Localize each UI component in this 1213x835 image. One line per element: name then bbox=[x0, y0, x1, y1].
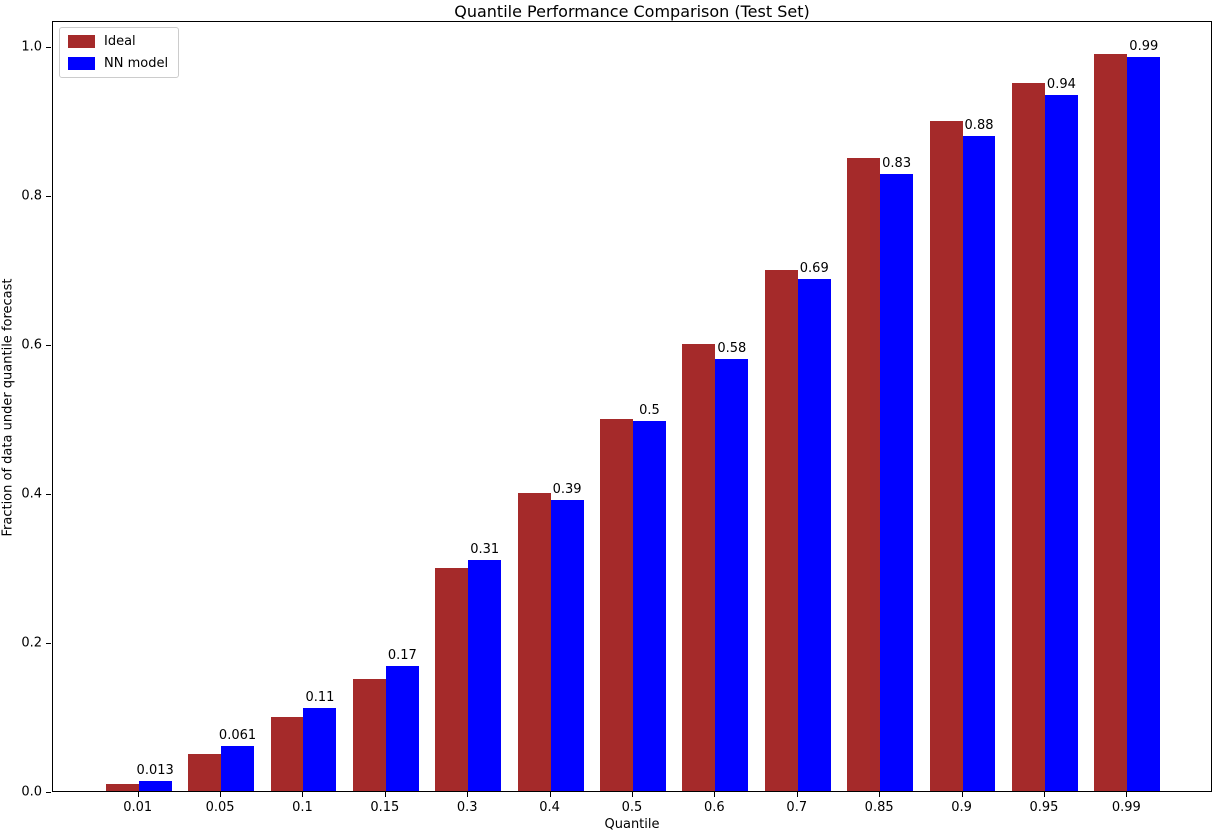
bar-ideal bbox=[435, 567, 469, 791]
bar-nn-model bbox=[962, 136, 996, 791]
bar-value-label: 0.31 bbox=[470, 542, 500, 558]
plot-area: Ideal NN model 0.013 0.061 0.11 0.17 0.31 0.3… bbox=[52, 21, 1212, 792]
x-tick-label: 0.85 bbox=[864, 800, 894, 815]
bar-value-label: 0.94 bbox=[1046, 76, 1076, 92]
y-tick-mark bbox=[46, 345, 51, 347]
legend: Ideal NN model bbox=[59, 27, 180, 78]
bar-nn-model bbox=[880, 174, 914, 791]
bar-value-label: 0.69 bbox=[799, 260, 829, 276]
bar-ideal bbox=[105, 783, 139, 791]
y-tick-mark bbox=[46, 494, 51, 496]
bar-value-label: 0.58 bbox=[717, 340, 747, 356]
y-tick-label: 0.4 bbox=[21, 486, 42, 502]
bar-value-label: 0.17 bbox=[387, 647, 417, 663]
x-tick-mark bbox=[549, 792, 551, 797]
bar-value-label: 0.39 bbox=[552, 482, 582, 498]
bar-ideal bbox=[188, 753, 222, 791]
legend-swatch-nn-model bbox=[68, 57, 95, 70]
x-tick-label: 0.05 bbox=[205, 800, 235, 815]
x-tick-mark bbox=[302, 792, 304, 797]
y-tick-mark bbox=[46, 47, 51, 49]
bar-nn-model bbox=[1127, 57, 1161, 791]
y-tick-label: 0.6 bbox=[21, 337, 42, 353]
x-tick-label: 0.6 bbox=[704, 800, 725, 815]
bar-nn-model bbox=[550, 500, 584, 791]
chart-title: Quantile Performance Comparison (Test Se… bbox=[454, 2, 810, 21]
legend-entry-ideal: Ideal bbox=[68, 34, 168, 49]
x-tick-label: 0.4 bbox=[539, 800, 560, 815]
y-axis-label: Fraction of data under quantile forecast bbox=[0, 278, 16, 537]
x-tick-mark bbox=[467, 792, 469, 797]
bar-value-label: 0.99 bbox=[1129, 39, 1159, 55]
legend-swatch-ideal bbox=[68, 35, 95, 48]
bar-nn-model bbox=[633, 420, 666, 791]
bar-ideal bbox=[600, 418, 633, 791]
x-tick-mark bbox=[961, 792, 963, 797]
bar-value-label: 0.83 bbox=[882, 156, 912, 172]
bar-ideal bbox=[1011, 83, 1045, 791]
y-tick-label: 1.0 bbox=[21, 39, 42, 55]
bar-nn-model bbox=[715, 358, 749, 791]
bar-ideal bbox=[270, 716, 304, 791]
x-tick-label: 0.3 bbox=[456, 800, 478, 815]
bar-ideal bbox=[1094, 53, 1128, 791]
y-tick-mark bbox=[46, 792, 51, 793]
x-tick-label: 0.99 bbox=[1111, 800, 1141, 815]
y-tick-label: 0.8 bbox=[21, 188, 42, 204]
bar-ideal bbox=[352, 679, 386, 791]
bar-value-label: 0.5 bbox=[639, 402, 660, 418]
x-tick-label: 0.01 bbox=[123, 800, 153, 815]
y-tick-mark bbox=[46, 643, 51, 644]
bar-value-label: 0.88 bbox=[964, 118, 994, 134]
x-tick-mark bbox=[796, 792, 798, 797]
x-tick-mark bbox=[220, 792, 222, 797]
x-axis-label: Quantile bbox=[604, 817, 660, 832]
x-tick-mark bbox=[1043, 792, 1045, 797]
x-tick-label: 0.7 bbox=[786, 800, 808, 815]
bar-nn-model bbox=[385, 665, 419, 791]
x-tick-mark bbox=[632, 792, 633, 797]
bar-nn-model bbox=[138, 781, 172, 791]
y-tick-label: 0.2 bbox=[21, 635, 42, 651]
bar-nn-model bbox=[303, 708, 337, 791]
x-tick-mark bbox=[1126, 792, 1128, 797]
y-tick-mark bbox=[46, 196, 51, 198]
bar-ideal bbox=[847, 157, 881, 791]
bar-ideal bbox=[929, 120, 963, 791]
bar-value-label: 0.061 bbox=[218, 727, 257, 743]
legend-entry-nn-model: NN model bbox=[68, 56, 168, 71]
bar-ideal bbox=[517, 493, 551, 791]
x-tick-label: 0.1 bbox=[292, 800, 313, 815]
bar-nn-model bbox=[797, 278, 831, 791]
bar-ideal bbox=[682, 344, 716, 791]
x-tick-mark bbox=[714, 792, 716, 797]
x-tick-label: 0.5 bbox=[621, 800, 643, 815]
bar-nn-model bbox=[468, 560, 502, 791]
bar-value-label: 0.11 bbox=[305, 690, 335, 706]
x-tick-mark bbox=[137, 792, 139, 797]
x-tick-label: 0.15 bbox=[370, 800, 400, 815]
bar-nn-model bbox=[1044, 94, 1078, 791]
x-tick-label: 0.95 bbox=[1029, 800, 1059, 815]
y-tick-label: 0.0 bbox=[21, 784, 42, 800]
bar-value-label: 0.013 bbox=[136, 763, 174, 779]
bar-ideal bbox=[764, 269, 798, 791]
x-tick-mark bbox=[879, 792, 881, 797]
legend-label-ideal: Ideal bbox=[104, 34, 136, 49]
bar-nn-model bbox=[221, 745, 255, 791]
x-tick-mark bbox=[384, 792, 386, 797]
x-tick-label: 0.9 bbox=[951, 800, 972, 815]
legend-label-nn-model: NN model bbox=[104, 56, 169, 71]
